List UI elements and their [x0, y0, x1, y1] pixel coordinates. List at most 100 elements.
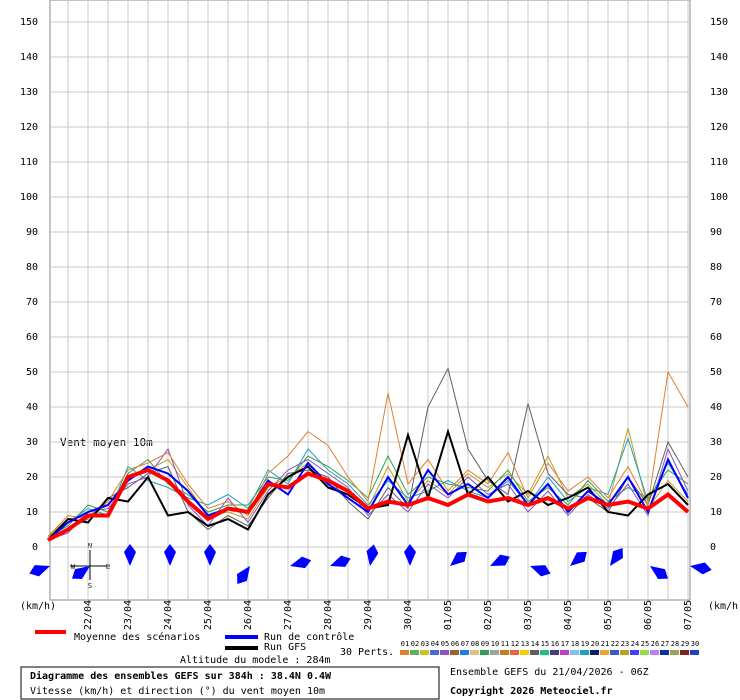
member-label: 10 — [491, 640, 499, 648]
member-label: 11 — [501, 640, 509, 648]
member-swatch — [640, 650, 649, 655]
wind-direction — [366, 544, 379, 566]
member-swatch — [440, 650, 449, 655]
x-tick-label: 28/04 — [323, 600, 334, 630]
legend-label: Run GFS — [264, 642, 306, 653]
member-swatch — [470, 650, 479, 655]
series-line — [47, 457, 689, 541]
box-subtitle: Vitesse (km/h) et direction (°) du vent … — [30, 686, 325, 697]
y-tick-label: 0 — [32, 542, 38, 553]
member-label: 17 — [561, 640, 569, 648]
compass-n: N — [88, 542, 92, 550]
member-label: 20 — [591, 640, 599, 648]
box-title: Diagramme des ensembles GEFS sur 384h : … — [30, 670, 332, 682]
wind-direction — [204, 544, 216, 566]
x-tick-label: 04/05 — [563, 600, 574, 630]
y-tick-label: 60 — [26, 332, 38, 343]
y-tick-label: 20 — [26, 472, 38, 483]
y-tick-label-right: 10 — [710, 507, 722, 518]
member-label: 18 — [571, 640, 579, 648]
run-info: Ensemble GEFS du 21/04/2026 - 06Z — [450, 667, 649, 678]
member-swatch — [400, 650, 409, 655]
y-tick-label: 30 — [26, 437, 38, 448]
y-tick-label-right: 80 — [710, 262, 722, 273]
member-label: 21 — [601, 640, 609, 648]
member-swatch — [460, 650, 469, 655]
wind-direction — [71, 566, 90, 579]
wind-direction — [610, 547, 623, 566]
member-label: 24 — [631, 640, 639, 648]
wind-direction — [490, 554, 510, 566]
member-label: 27 — [661, 640, 669, 648]
y-tick-label: 50 — [26, 367, 38, 378]
member-label: 07 — [461, 640, 469, 648]
x-tick-label: 06/05 — [643, 600, 654, 630]
y-tick-label: 130 — [20, 87, 38, 98]
member-swatch — [490, 650, 499, 655]
compass-s: S — [88, 582, 92, 590]
y-tick-label: 100 — [20, 192, 38, 203]
wind-direction — [404, 544, 416, 566]
member-label: 13 — [521, 640, 529, 648]
member-swatch — [590, 650, 599, 655]
member-swatch — [680, 650, 689, 655]
member-swatch — [450, 650, 459, 655]
member-swatch — [480, 650, 489, 655]
altitude: Altitude du modele : 284m — [180, 655, 331, 666]
member-label: 23 — [621, 640, 629, 648]
member-swatch — [610, 650, 619, 655]
member-label: 02 — [411, 640, 419, 648]
y-tick-label-right: 20 — [710, 472, 722, 483]
y-tick-label-right: 130 — [710, 87, 728, 98]
series-line — [47, 467, 690, 542]
y-tick-label: 150 — [20, 17, 38, 28]
y-tick-label-right: 140 — [710, 52, 728, 63]
y-tick-label-right: 60 — [710, 332, 722, 343]
x-tick-label: 23/04 — [123, 600, 134, 630]
member-label: 15 — [541, 640, 549, 648]
wind-direction — [290, 556, 312, 569]
copyright: Copyright 2026 Meteociel.fr — [450, 685, 613, 697]
y-tick-label: 90 — [26, 227, 38, 238]
y-unit-left: (km/h) — [20, 601, 56, 612]
x-tick-label: 24/04 — [163, 600, 174, 630]
legend-label: Run de contrôle — [264, 631, 354, 643]
member-label: 08 — [471, 640, 479, 648]
members-label: 30 Perts. — [340, 647, 394, 658]
member-swatch — [600, 650, 609, 655]
y-tick-label-right: 150 — [710, 17, 728, 28]
y-unit-right: (km/h) — [708, 601, 740, 612]
x-tick-label: 05/05 — [603, 600, 614, 630]
member-label: 05 — [441, 640, 449, 648]
member-swatch — [620, 650, 629, 655]
member-swatch — [500, 650, 509, 655]
y-tick-label: 110 — [20, 157, 38, 168]
wind-direction — [650, 566, 669, 579]
member-swatch — [690, 650, 699, 655]
wind-direction — [450, 551, 467, 566]
y-tick-label-right: 0 — [710, 542, 716, 553]
wind-direction — [124, 544, 136, 566]
member-swatch — [540, 650, 549, 655]
member-swatch — [660, 650, 669, 655]
x-tick-label: 30/04 — [403, 600, 414, 630]
legend-label: Moyenne des scénarios — [74, 631, 200, 643]
y-tick-label-right: 100 — [710, 192, 728, 203]
wind-direction — [330, 555, 351, 567]
member-label: 16 — [551, 640, 559, 648]
y-tick-label-right: 90 — [710, 227, 722, 238]
y-tick-label-right: 40 — [710, 402, 722, 413]
y-tick-label-right: 70 — [710, 297, 722, 308]
member-label: 28 — [671, 640, 679, 648]
member-label: 04 — [431, 640, 439, 648]
x-tick-label: 25/04 — [203, 600, 214, 630]
member-swatch — [650, 650, 659, 655]
series-line — [47, 436, 689, 541]
x-tick-label: 07/05 — [683, 600, 694, 630]
member-swatch — [670, 650, 679, 655]
y-tick-label: 140 — [20, 52, 38, 63]
member-label: 29 — [681, 640, 689, 648]
member-swatch — [570, 650, 579, 655]
y-tick-label: 120 — [20, 122, 38, 133]
